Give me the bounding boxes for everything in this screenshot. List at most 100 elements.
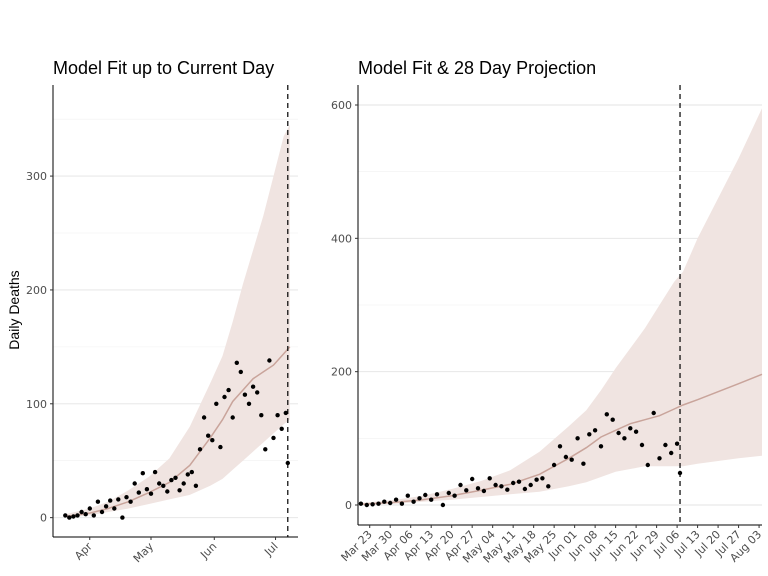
data-point — [429, 497, 434, 502]
data-point — [569, 457, 574, 462]
data-point — [250, 384, 256, 389]
data-point — [103, 504, 109, 509]
data-point — [604, 412, 609, 417]
data-point — [242, 392, 248, 397]
data-point — [452, 493, 457, 498]
data-point — [189, 469, 194, 475]
data-point — [475, 486, 481, 491]
y-tick-label: 100 — [26, 398, 47, 411]
data-point — [271, 435, 276, 441]
data-point — [177, 488, 182, 493]
data-point — [148, 491, 154, 496]
data-point — [657, 456, 662, 461]
data-point — [144, 487, 150, 492]
median-line — [65, 346, 291, 518]
chart-title: Model Fit up to Current Day — [53, 58, 274, 78]
x-tick-label: Jun — [197, 540, 219, 562]
data-point — [663, 442, 668, 448]
data-point — [136, 490, 141, 495]
data-point — [440, 502, 446, 508]
data-point — [505, 487, 510, 492]
data-point — [112, 506, 117, 511]
data-point — [214, 401, 219, 406]
data-point — [522, 486, 528, 492]
data-point — [493, 482, 498, 488]
data-point — [376, 501, 381, 506]
data-point — [116, 497, 121, 502]
y-tick-label: 300 — [26, 170, 47, 183]
panel-model-fit: Model Fit up to Current Day Daily Deaths… — [6, 58, 298, 565]
data-point — [120, 515, 125, 520]
data-point — [201, 415, 207, 420]
data-point — [651, 410, 656, 416]
data-point — [267, 358, 272, 363]
data-point — [382, 499, 387, 504]
data-point — [83, 512, 88, 517]
data-point — [639, 442, 645, 448]
data-point — [279, 426, 284, 431]
data-point — [487, 476, 492, 481]
data-point — [563, 454, 569, 460]
uncertainty-band — [360, 108, 762, 506]
data-point — [185, 472, 190, 477]
data-point — [263, 447, 268, 452]
data-point — [165, 489, 170, 494]
data-point — [645, 462, 650, 468]
data-point — [79, 509, 84, 515]
data-point — [575, 436, 580, 441]
data-point — [181, 481, 186, 486]
data-point — [67, 515, 72, 520]
data-point — [592, 428, 598, 433]
data-point — [411, 499, 416, 504]
panel-projection: Model Fit & 28 Day Projection 0 200 400 600… — [331, 58, 764, 566]
data-point — [511, 480, 516, 486]
data-point — [124, 495, 129, 500]
data-point — [399, 501, 405, 506]
data-point — [388, 500, 393, 506]
data-point — [534, 477, 539, 482]
data-point — [610, 417, 615, 422]
data-point — [464, 488, 469, 493]
data-point — [91, 513, 97, 518]
data-point — [633, 429, 639, 434]
data-point — [669, 450, 674, 456]
x-tick-label: Apr — [72, 540, 95, 563]
data-point — [587, 432, 592, 437]
data-point — [546, 484, 551, 489]
x-tick-label: May — [131, 540, 157, 566]
data-point — [234, 360, 239, 365]
data-point — [405, 493, 410, 498]
data-point — [446, 490, 451, 496]
data-point — [99, 509, 105, 515]
data-point — [275, 413, 280, 418]
data-point — [423, 492, 428, 498]
data-point — [393, 497, 399, 502]
y-tick-label: 0 — [40, 512, 47, 525]
data-point — [206, 433, 211, 438]
data-point — [364, 502, 369, 508]
data-point — [540, 476, 545, 481]
y-tick-label: 600 — [331, 99, 352, 112]
data-point — [197, 447, 203, 452]
data-point — [674, 441, 680, 446]
data-point — [75, 513, 80, 518]
data-point — [259, 413, 264, 418]
data-point — [95, 499, 101, 504]
data-point — [516, 479, 522, 484]
y-tick-label: 400 — [331, 232, 352, 245]
data-point — [71, 514, 76, 519]
data-point — [499, 484, 504, 489]
data-point — [581, 461, 586, 466]
y-axis-label: Daily Deaths — [6, 270, 22, 349]
data-point — [157, 481, 162, 486]
data-point — [434, 492, 440, 497]
uncertainty-band — [65, 124, 290, 518]
data-point — [557, 444, 563, 449]
data-point — [481, 488, 487, 494]
chart-title: Model Fit & 28 Day Projection — [358, 58, 596, 78]
data-point — [283, 410, 288, 416]
data-point — [598, 444, 604, 449]
data-point — [193, 483, 199, 488]
x-tick-label: Jul — [261, 540, 280, 559]
data-point — [152, 469, 158, 475]
